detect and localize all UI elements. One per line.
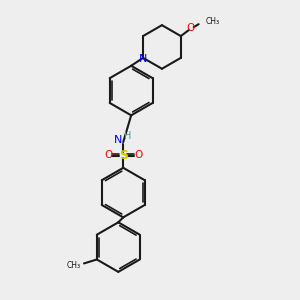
Text: CH₃: CH₃ [206, 17, 220, 26]
Text: H: H [124, 131, 131, 141]
Text: O: O [187, 23, 195, 33]
Text: CH₃: CH₃ [67, 261, 81, 270]
Text: O: O [104, 150, 112, 160]
Text: O: O [134, 150, 142, 160]
Text: N: N [114, 135, 122, 145]
Text: S: S [119, 149, 128, 162]
Text: N: N [139, 54, 147, 64]
